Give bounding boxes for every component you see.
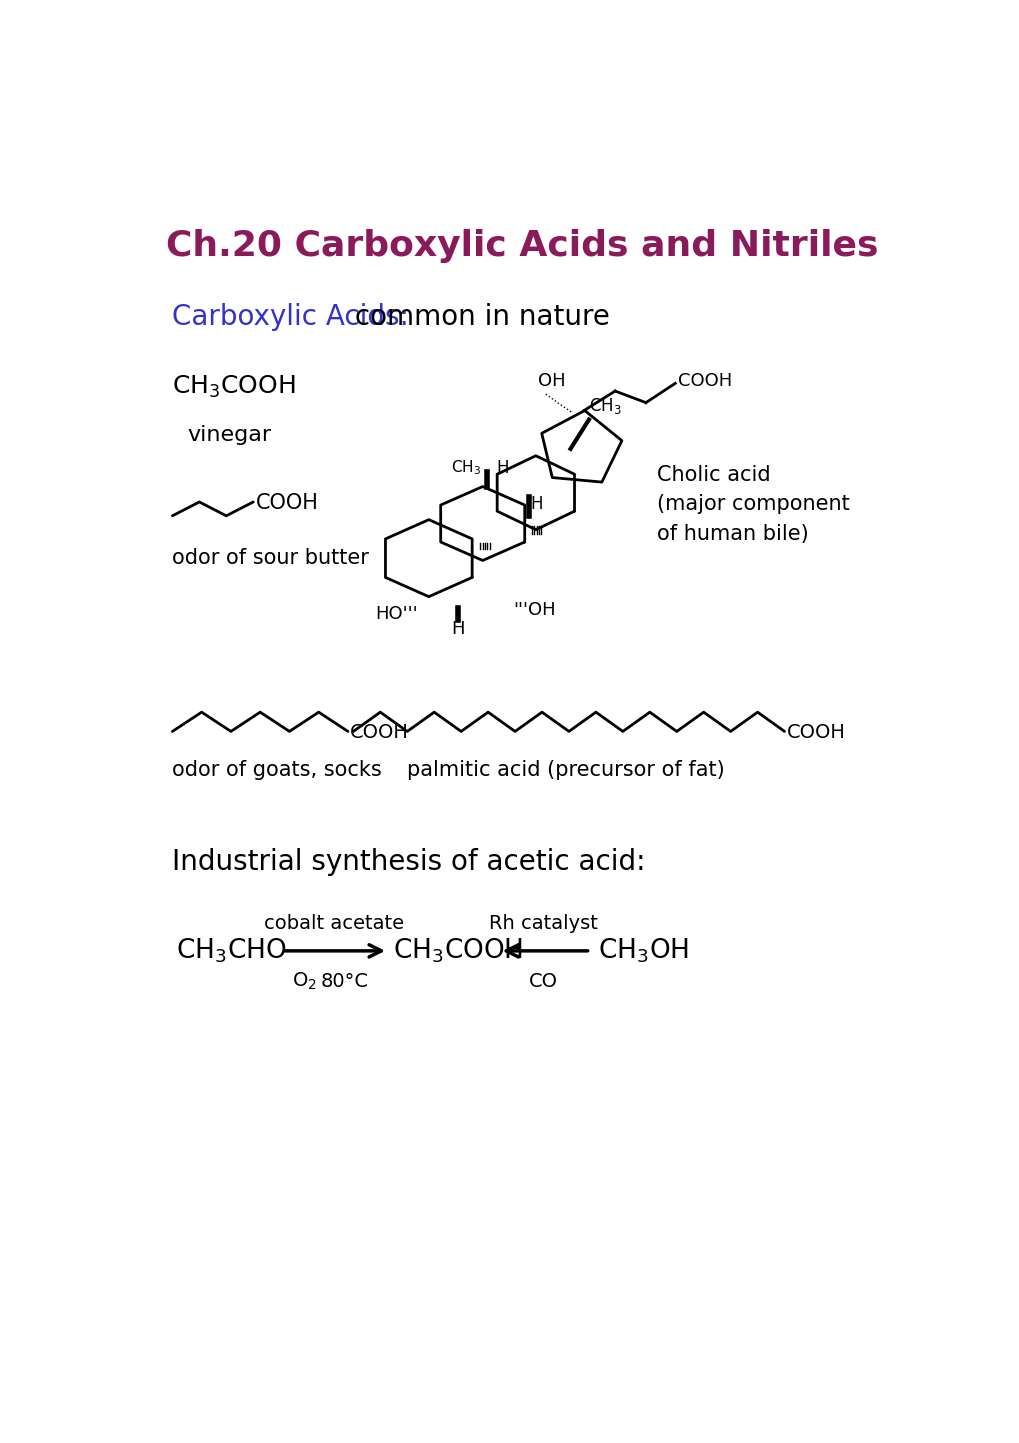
Text: '''OH: '''OH xyxy=(513,600,555,619)
Text: $\mathregular{CH_3OH}$: $\mathregular{CH_3OH}$ xyxy=(597,937,689,965)
Text: COOH: COOH xyxy=(786,723,845,742)
Text: $\mathregular{CH_3}$: $\mathregular{CH_3}$ xyxy=(588,395,622,416)
Text: $\mathregular{O_2}$: $\mathregular{O_2}$ xyxy=(291,971,316,993)
Text: HO''': HO''' xyxy=(375,606,417,623)
Text: $\mathregular{CH_3}$: $\mathregular{CH_3}$ xyxy=(450,459,481,478)
Text: odor of sour butter: odor of sour butter xyxy=(172,548,369,569)
Text: odor of goats, socks: odor of goats, socks xyxy=(172,760,382,779)
Text: Ch.20 Carboxylic Acids and Nitriles: Ch.20 Carboxylic Acids and Nitriles xyxy=(166,229,878,263)
Text: Carboxylic Acids:: Carboxylic Acids: xyxy=(172,303,409,330)
Text: CO: CO xyxy=(529,973,557,991)
Text: common in nature: common in nature xyxy=(345,303,609,330)
Text: 80°C: 80°C xyxy=(321,973,369,991)
Text: COOH: COOH xyxy=(256,494,318,514)
Text: H: H xyxy=(450,619,465,638)
Text: Industrial synthesis of acetic acid:: Industrial synthesis of acetic acid: xyxy=(172,848,645,876)
Text: COOH: COOH xyxy=(678,372,732,390)
Text: palmitic acid (precursor of fat): palmitic acid (precursor of fat) xyxy=(407,760,725,779)
Text: H: H xyxy=(496,459,508,478)
Text: vinegar: vinegar xyxy=(187,424,272,444)
Text: H: H xyxy=(530,495,542,514)
Text: $\mathregular{CH_3COOH}$: $\mathregular{CH_3COOH}$ xyxy=(393,937,523,965)
Text: $\mathregular{CH_3COOH}$: $\mathregular{CH_3COOH}$ xyxy=(172,374,296,400)
Text: $\mathregular{CH_3CHO}$: $\mathregular{CH_3CHO}$ xyxy=(176,937,286,965)
Text: cobalt acetate: cobalt acetate xyxy=(264,915,404,934)
Text: COOH: COOH xyxy=(350,723,409,742)
Text: Rh catalyst: Rh catalyst xyxy=(489,915,597,934)
Text: OH: OH xyxy=(538,372,566,390)
Text: Cholic acid
(major component
of human bile): Cholic acid (major component of human bi… xyxy=(657,465,850,544)
